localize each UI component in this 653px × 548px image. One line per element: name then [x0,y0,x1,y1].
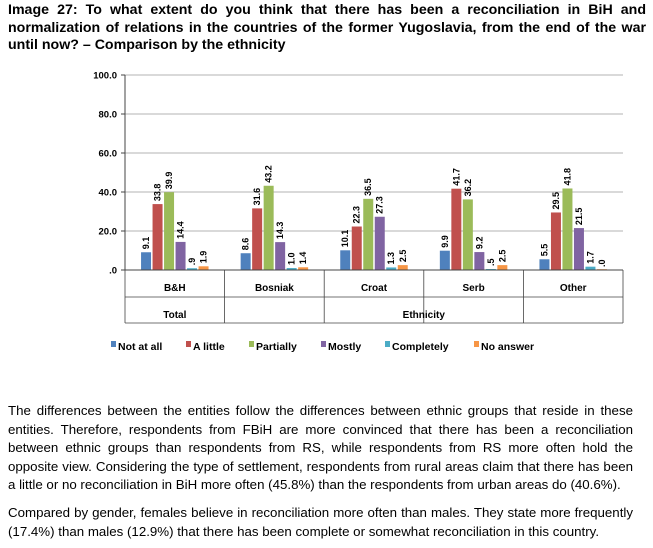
data-label: 14.4 [176,221,186,239]
bar [462,199,473,270]
data-label: 8.6 [241,238,251,251]
bar [397,265,408,270]
legend-label: Mostly [328,341,361,353]
y-tick-label: .0 [109,266,117,277]
legend-swatch [385,341,390,347]
legend-swatch [474,341,479,347]
legend-label: No answer [481,341,534,353]
bar [252,208,263,270]
data-label: 41.7 [451,168,461,186]
legend-label: Completely [392,341,449,353]
data-label: 1.4 [298,252,308,265]
bar [164,192,175,270]
category-label: B&H [164,283,186,294]
y-tick-label: 20.0 [99,227,118,238]
legend-swatch [249,341,254,347]
legend-swatch [321,341,326,347]
bar [263,185,274,270]
bar [539,259,550,270]
bar [386,267,397,270]
bar [351,226,362,270]
bar [363,198,374,270]
group-label: Ethnicity [403,310,446,321]
category-label: Other [560,283,587,294]
data-label: 14.3 [275,222,285,240]
data-label: 1.9 [199,251,209,264]
bar [562,188,573,270]
bar [298,267,309,270]
bar [187,268,198,270]
data-label: 9.9 [440,235,450,248]
bar [141,252,152,270]
data-label: 39.9 [164,172,174,190]
bar-chart: 100.0 80.0 60.0 40.0 20.0 .0 9.1 8.6 10.1 9.9 5.5 3… [93,71,624,353]
data-label: 41.8 [562,168,572,186]
body-paragraph-1: The differences between the entities fol… [8,403,633,493]
bar [573,228,584,270]
legend-label: A little [193,341,225,353]
data-label: 5.5 [539,244,549,257]
data-label: .9 [187,258,197,266]
data-label: 29.5 [551,192,561,210]
bar [585,266,596,270]
category-label: Croat [361,283,388,294]
bar [497,265,508,270]
data-label: 1.0 [287,253,297,266]
category-label: Bosniak [255,283,294,294]
bar [474,252,485,270]
data-label: 9.1 [141,237,151,250]
data-label: 36.2 [463,179,473,197]
data-label: 10.1 [340,230,350,248]
data-label: 1.3 [386,252,396,265]
legend-swatch [186,341,191,347]
y-tick-label: 80.0 [99,110,118,121]
legend-label: Partially [256,341,297,353]
data-label: 43.2 [264,165,274,183]
bar [175,241,186,270]
bar [374,216,385,270]
data-label: 33.8 [153,184,163,202]
bar [286,268,297,270]
bar [340,250,351,270]
body-paragraph-2: Compared by gender, females believe in r… [8,505,633,539]
data-label: 27.3 [375,196,385,214]
data-label: 2.5 [398,250,408,263]
data-label: 2.5 [497,250,507,263]
y-tick-label: 60.0 [99,149,118,160]
y-tick-label: 40.0 [99,188,118,199]
data-label: 1.7 [585,251,595,264]
bar [275,242,286,270]
bar [550,212,561,270]
bar [451,188,462,270]
bar [152,204,163,270]
bar [439,250,450,270]
data-label: .5 [486,259,496,267]
data-label: 21.5 [574,208,584,226]
data-label: .0 [597,259,607,267]
legend-swatch [111,341,116,347]
data-label: 9.2 [474,237,484,250]
bar [240,253,251,270]
legend-label: Not at all [118,341,162,353]
group-label: Total [163,310,186,321]
y-tick-label: 100.0 [93,71,117,82]
data-label: 31.6 [252,188,262,206]
category-label: Serb [462,283,484,294]
chart-caption: Image 27: To what extent do you think th… [8,2,646,54]
data-label: 22.3 [352,206,362,224]
bar [198,266,209,270]
data-label: 36.5 [363,178,373,196]
